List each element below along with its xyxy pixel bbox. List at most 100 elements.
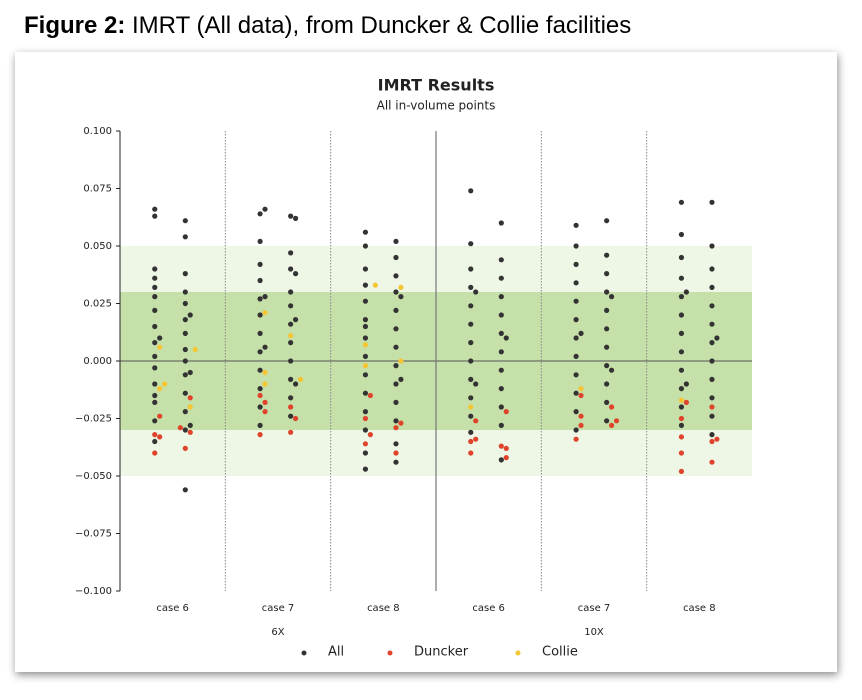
data-point: [393, 441, 399, 447]
data-point: [503, 335, 509, 341]
data-point: [362, 243, 369, 249]
data-point: [362, 298, 369, 304]
data-point: [292, 317, 299, 323]
legend-marker: [515, 650, 521, 656]
data-point: [152, 418, 158, 424]
data-point: [187, 404, 193, 410]
data-point: [573, 243, 579, 249]
data-point: [604, 418, 610, 424]
data-point: [578, 330, 584, 336]
x-tick-label: case 8: [367, 603, 400, 614]
data-point: [709, 199, 715, 205]
data-point: [604, 399, 610, 405]
figure-caption: Figure 2: IMRT (All data), from Duncker …: [24, 12, 631, 40]
data-point: [468, 321, 474, 327]
data-point: [257, 432, 263, 438]
data-point: [578, 392, 584, 399]
data-point: [678, 294, 685, 300]
data-point: [262, 344, 268, 350]
data-point: [182, 427, 188, 433]
data-point: [604, 289, 610, 295]
data-point: [678, 275, 685, 281]
data-point: [187, 429, 193, 435]
data-point: [678, 367, 685, 373]
data-point: [187, 369, 193, 376]
data-point: [604, 326, 610, 332]
data-point: [372, 282, 378, 288]
data-point: [362, 229, 369, 235]
data-point: [393, 399, 399, 405]
data-point: [573, 280, 579, 286]
data-point: [362, 353, 369, 359]
data-point: [473, 436, 479, 442]
data-point: [288, 404, 294, 410]
data-point: [393, 418, 399, 424]
data-point: [257, 261, 263, 267]
group-label: 6X: [271, 627, 284, 638]
data-point: [683, 289, 689, 295]
data-point: [288, 429, 294, 435]
data-point: [152, 275, 158, 281]
data-point: [152, 392, 158, 399]
data-point: [678, 312, 685, 318]
data-point: [608, 367, 615, 373]
data-point: [604, 218, 610, 224]
data-point: [709, 266, 715, 272]
data-point: [182, 487, 188, 493]
data-point: [362, 415, 369, 422]
data-point: [362, 342, 369, 348]
data-point: [162, 381, 168, 387]
data-point: [157, 386, 163, 392]
y-tick-label: −0.075: [75, 529, 112, 540]
data-point: [604, 271, 610, 277]
data-point: [297, 376, 304, 382]
data-point: [187, 395, 193, 401]
data-point: [257, 211, 263, 217]
data-point: [573, 222, 579, 228]
data-point: [578, 386, 584, 392]
y-tick-label: 0.075: [83, 184, 112, 195]
data-point: [257, 330, 263, 336]
data-point: [498, 220, 504, 226]
data-point: [604, 307, 610, 313]
data-point: [573, 436, 579, 442]
data-point: [683, 399, 689, 405]
data-point: [498, 275, 504, 281]
data-point: [182, 409, 188, 415]
data-point: [288, 413, 294, 419]
data-point: [152, 284, 158, 290]
data-point: [678, 434, 685, 440]
figure-label: Figure 2:: [24, 12, 126, 39]
data-point: [262, 310, 268, 316]
data-point: [157, 344, 163, 350]
data-point: [362, 363, 369, 369]
data-point: [257, 296, 263, 302]
data-point: [362, 427, 369, 433]
data-point: [573, 261, 579, 267]
data-point: [678, 404, 685, 410]
x-tick-label: case 6: [472, 603, 505, 614]
data-point: [393, 381, 399, 387]
data-point: [398, 284, 404, 290]
data-point: [608, 294, 615, 300]
data-point: [468, 438, 474, 445]
y-tick-label: 0.025: [83, 299, 112, 310]
data-point: [678, 254, 685, 261]
data-point: [257, 277, 263, 284]
data-point: [152, 206, 158, 212]
data-point: [393, 254, 399, 261]
group-label: 10X: [584, 627, 604, 638]
data-point: [468, 340, 474, 346]
data-point: [709, 404, 715, 410]
data-point: [157, 335, 163, 341]
data-point: [498, 367, 504, 373]
data-point: [182, 218, 188, 224]
data-point: [393, 363, 399, 369]
data-point: [182, 346, 188, 353]
data-point: [498, 443, 504, 449]
data-point: [288, 321, 294, 327]
data-point: [152, 266, 158, 272]
data-point: [393, 273, 399, 279]
data-point: [498, 422, 504, 428]
data-point: [182, 372, 188, 378]
